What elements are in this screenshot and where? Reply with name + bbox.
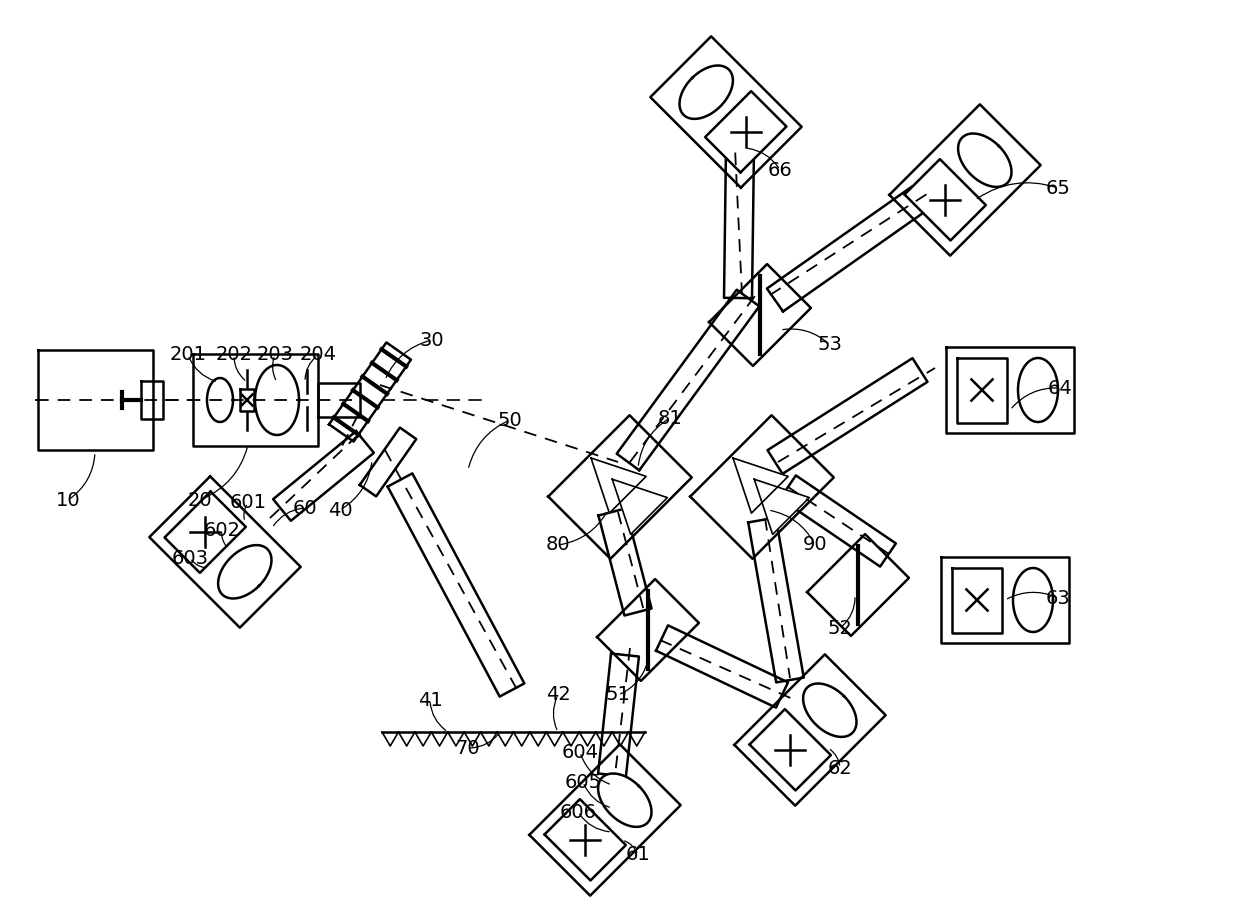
Text: 60: 60 [293, 498, 317, 517]
Polygon shape [724, 148, 754, 298]
Text: 66: 66 [768, 160, 792, 179]
Polygon shape [149, 476, 300, 628]
Polygon shape [529, 744, 681, 896]
Text: 80: 80 [546, 536, 570, 555]
Polygon shape [165, 492, 246, 573]
Text: 51: 51 [605, 685, 630, 704]
Text: 90: 90 [802, 536, 827, 555]
Polygon shape [889, 105, 1040, 256]
Polygon shape [192, 354, 317, 446]
Polygon shape [598, 579, 699, 681]
Text: 61: 61 [626, 845, 650, 865]
Text: 203: 203 [257, 345, 294, 364]
Text: 20: 20 [187, 490, 212, 509]
Polygon shape [709, 264, 811, 366]
Text: 601: 601 [229, 494, 267, 513]
Polygon shape [141, 381, 162, 419]
Polygon shape [946, 347, 1074, 433]
Text: 40: 40 [327, 500, 352, 519]
Polygon shape [241, 389, 254, 411]
Polygon shape [591, 458, 646, 513]
Polygon shape [329, 343, 410, 442]
Polygon shape [959, 134, 1012, 187]
Polygon shape [656, 625, 787, 708]
Text: 602: 602 [203, 520, 241, 539]
Polygon shape [680, 66, 733, 118]
Text: 605: 605 [564, 773, 601, 792]
Polygon shape [807, 534, 909, 636]
Polygon shape [548, 415, 692, 558]
Polygon shape [941, 557, 1069, 643]
Text: 603: 603 [171, 548, 208, 568]
Polygon shape [613, 479, 667, 535]
Text: 65: 65 [1045, 179, 1070, 198]
Polygon shape [544, 799, 626, 880]
Polygon shape [768, 358, 928, 474]
Text: 52: 52 [827, 619, 852, 638]
Text: 42: 42 [546, 685, 570, 704]
Text: 63: 63 [1045, 589, 1070, 608]
Text: 62: 62 [827, 759, 852, 777]
Text: 70: 70 [455, 739, 480, 758]
Polygon shape [734, 654, 885, 805]
Text: 50: 50 [497, 411, 522, 429]
Text: 202: 202 [216, 345, 253, 364]
Polygon shape [952, 568, 1002, 632]
Text: 606: 606 [559, 803, 596, 822]
Polygon shape [748, 517, 804, 682]
Polygon shape [360, 427, 417, 496]
Polygon shape [37, 350, 153, 450]
Polygon shape [317, 383, 360, 417]
Polygon shape [904, 159, 986, 241]
Polygon shape [768, 187, 928, 312]
Polygon shape [255, 365, 299, 435]
Polygon shape [1018, 358, 1058, 422]
Polygon shape [804, 683, 857, 737]
Text: 30: 30 [419, 331, 444, 350]
Polygon shape [780, 476, 895, 567]
Text: 10: 10 [56, 490, 81, 509]
Text: 604: 604 [562, 742, 599, 762]
Polygon shape [1013, 568, 1053, 632]
Text: 41: 41 [418, 691, 443, 710]
Text: 201: 201 [170, 345, 207, 364]
Polygon shape [650, 36, 802, 188]
Polygon shape [598, 653, 639, 776]
Polygon shape [754, 479, 810, 535]
Polygon shape [691, 415, 833, 558]
Text: 64: 64 [1048, 378, 1073, 397]
Polygon shape [599, 508, 651, 616]
Polygon shape [616, 290, 759, 470]
Polygon shape [598, 773, 651, 827]
Polygon shape [733, 458, 789, 513]
Polygon shape [388, 474, 525, 697]
Polygon shape [706, 91, 786, 172]
Polygon shape [273, 431, 374, 521]
Polygon shape [749, 709, 831, 791]
Text: 81: 81 [657, 408, 682, 427]
Polygon shape [957, 357, 1007, 423]
Text: 204: 204 [300, 345, 336, 364]
Polygon shape [207, 378, 233, 422]
Text: 53: 53 [817, 335, 842, 354]
Polygon shape [218, 545, 272, 599]
